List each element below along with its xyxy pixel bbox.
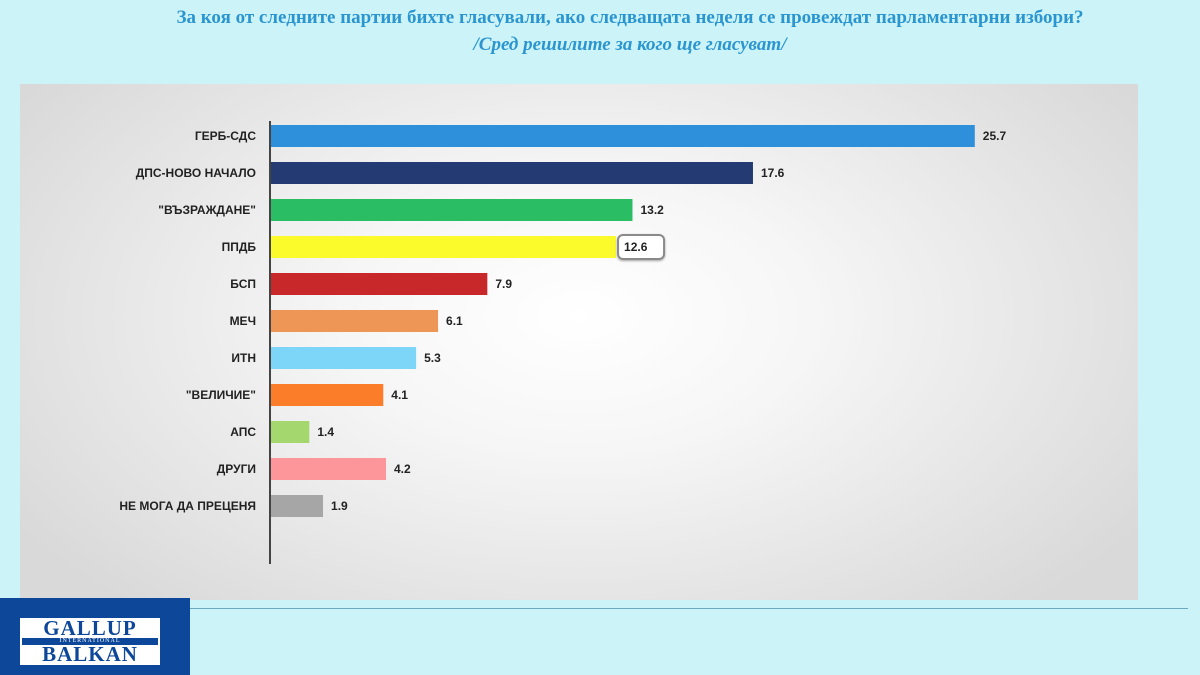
value-label: 4.1 <box>391 388 408 402</box>
value-label: 4.2 <box>394 462 411 476</box>
logo-word-balkan: BALKAN <box>42 642 138 666</box>
bar <box>271 458 387 480</box>
logo-box: GALLUP INTERNATIONAL BALKAN <box>20 618 160 665</box>
value-label: 5.3 <box>424 351 441 365</box>
category-label: ДРУГИ <box>217 462 256 476</box>
category-label: ИТН <box>231 351 256 365</box>
category-label: БСП <box>230 277 256 291</box>
bar <box>271 310 439 332</box>
value-label: 12.6 <box>624 240 648 254</box>
chart-panel: ГЕРБ-СДС 25.7 ДПС-НОВО НАЧАЛО 17.6 "ВЪЗРАЖДА… <box>20 84 1138 600</box>
bar <box>271 495 324 517</box>
value-label: 25.7 <box>983 129 1007 143</box>
category-label: ГЕРБ-СДС <box>195 129 256 143</box>
value-label: 17.6 <box>761 166 785 180</box>
category-label: ДПС-НОВО НАЧАЛО <box>136 166 256 180</box>
bar <box>271 347 417 369</box>
bar <box>271 421 310 443</box>
category-label: МЕЧ <box>230 314 256 328</box>
gallup-logo: GALLUP INTERNATIONAL BALKAN <box>0 598 190 675</box>
category-label: "ВЪЗРАЖДАНЕ" <box>158 203 256 217</box>
chart-title: За коя от следните партии бихте гласувал… <box>176 7 1084 28</box>
value-label: 6.1 <box>446 314 463 328</box>
bar <box>271 125 975 147</box>
value-label: 13.2 <box>640 203 664 217</box>
category-label: ППДБ <box>222 240 257 254</box>
chart-subtitle: /Сред решилите за кого ще гласуват/ <box>473 34 787 55</box>
value-label: 7.9 <box>495 277 512 291</box>
bar-chart: ГЕРБ-СДС 25.7 ДПС-НОВО НАЧАЛО 17.6 "ВЪЗРАЖДА… <box>119 121 1007 564</box>
value-label: 1.4 <box>317 425 334 439</box>
logo-word-gallup: GALLUP <box>43 616 137 640</box>
highlight-box <box>617 234 666 260</box>
category-label: НЕ МОГА ДА ПРЕЦЕНЯ <box>119 499 256 513</box>
footer-divider <box>190 608 1188 609</box>
category-label: "ВЕЛИЧИЕ" <box>186 388 256 402</box>
value-label: 1.9 <box>331 499 348 513</box>
bar <box>271 273 488 295</box>
bar <box>271 162 753 184</box>
category-label: АПС <box>230 425 256 439</box>
logo-word-international: INTERNATIONAL <box>22 638 158 645</box>
bar <box>271 199 633 221</box>
bar <box>271 384 384 406</box>
bar <box>271 236 617 258</box>
